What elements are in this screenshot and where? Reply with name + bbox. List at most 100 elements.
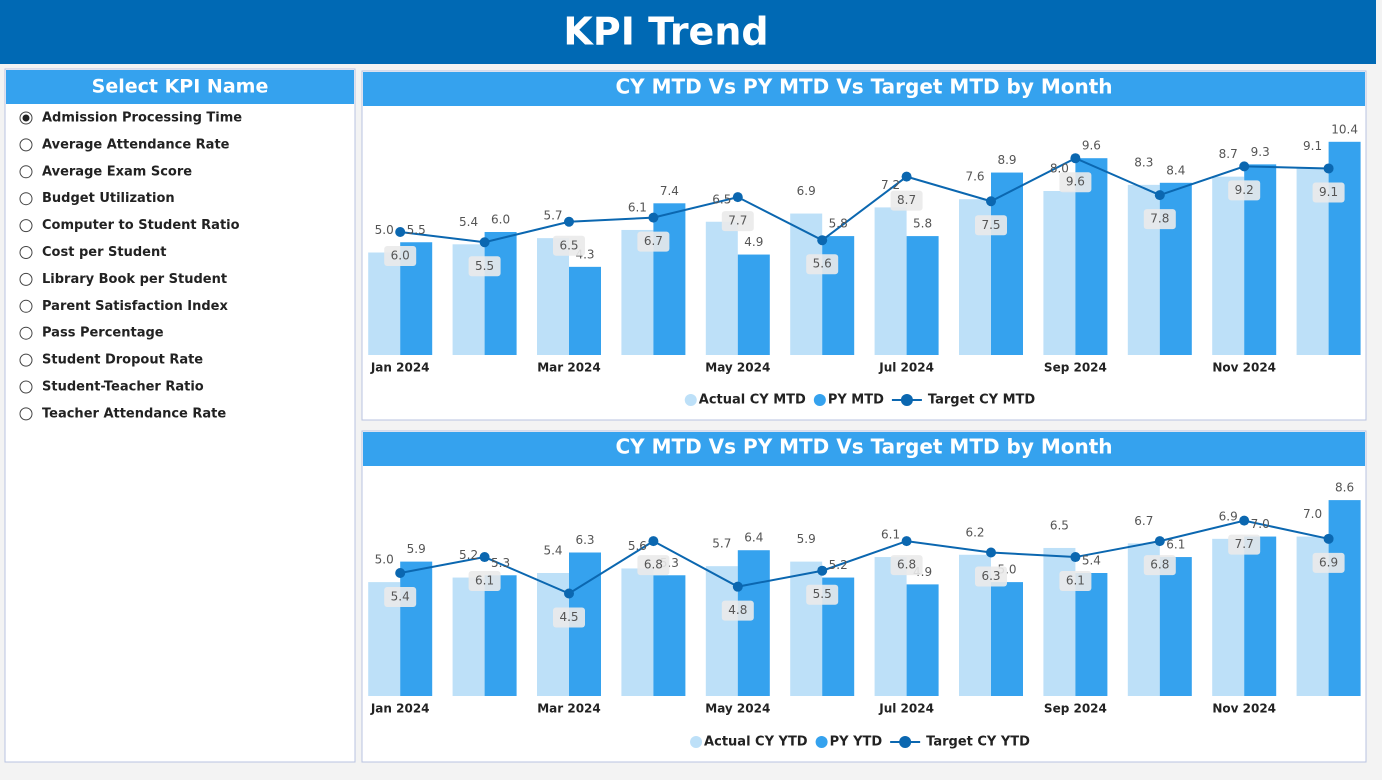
line-point	[564, 216, 574, 227]
radio-button[interactable]	[19, 219, 33, 233]
slicer-item-label[interactable]: Average Attendance Rate	[42, 137, 230, 152]
data-label-box	[637, 231, 670, 252]
data-label: 6.3	[575, 533, 594, 547]
data-label: 5.0	[375, 223, 394, 237]
slicer-item-label[interactable]: Student-Teacher Ratio	[42, 380, 204, 395]
radio-button[interactable]	[19, 326, 33, 340]
data-label-box	[384, 587, 417, 607]
slicer-item[interactable]: Parent Satisfaction Index	[19, 299, 228, 314]
data-label: 6.5	[1050, 518, 1069, 532]
bar	[1159, 557, 1192, 696]
bar	[1159, 182, 1192, 355]
data-label-box	[721, 600, 754, 621]
bar	[991, 172, 1023, 355]
bar	[537, 573, 569, 696]
x-tick-label: May 2024	[705, 361, 770, 375]
data-label: 6.8	[1150, 558, 1169, 572]
slicer-item[interactable]: Library Book per Student	[19, 272, 227, 287]
data-label: 6.9	[797, 184, 816, 198]
bar	[653, 203, 686, 355]
line-point	[395, 227, 406, 237]
radio-button[interactable]	[19, 299, 33, 313]
slicer-item-label[interactable]: Library Book per Student	[42, 272, 227, 287]
bar	[452, 577, 485, 696]
data-label-box	[553, 607, 585, 628]
data-label: 8.0	[1050, 162, 1069, 176]
data-label: 5.6	[628, 539, 647, 553]
data-label: 6.1	[475, 574, 494, 588]
data-label-box	[890, 190, 923, 211]
radio-button[interactable]	[19, 380, 33, 394]
slicer-item[interactable]: Budget Utilization	[19, 191, 175, 206]
slicer-item-label[interactable]: Parent Satisfaction Index	[42, 299, 228, 314]
data-label: 10.4	[1331, 122, 1358, 136]
slicer-item-label[interactable]: Student Dropout Rate	[42, 353, 203, 368]
bar	[1328, 500, 1361, 696]
radio-button[interactable]	[19, 138, 33, 152]
data-label: 6.7	[1134, 514, 1153, 528]
charts: CY MTD Vs PY MTD Vs Target MTD by Month J…	[361, 70, 1367, 763]
line-point	[986, 547, 996, 558]
slicer-item[interactable]: Student-Teacher Ratio	[19, 380, 204, 395]
chart-title: CY MTD Vs PY MTD Vs Target MTD by Month	[615, 75, 1112, 99]
bar	[1328, 141, 1361, 355]
slicer-item[interactable]: Pass Percentage	[19, 326, 164, 341]
data-label: 7.0	[1303, 507, 1322, 521]
data-label: 5.0	[375, 553, 394, 567]
slicer-item[interactable]: Cost per Student	[19, 245, 166, 260]
data-label: 7.7	[728, 214, 747, 228]
line-point	[901, 171, 912, 182]
data-label: 5.6	[813, 257, 832, 271]
slicer-header	[6, 70, 354, 104]
bar	[400, 561, 433, 696]
slicer-item-label[interactable]: Pass Percentage	[42, 326, 164, 341]
line-point	[1239, 515, 1250, 526]
slicer-item[interactable]: Teacher Attendance Rate	[19, 406, 226, 421]
data-label: 6.5	[559, 238, 578, 252]
radio-button[interactable]	[19, 165, 33, 179]
slicer-item-label[interactable]: Budget Utilization	[42, 191, 175, 206]
legend-marker	[815, 736, 828, 748]
radio-button[interactable]	[19, 246, 33, 259]
slicer-item[interactable]: Computer to Student Ratio	[19, 218, 240, 233]
slicer-item-label[interactable]: Average Exam Score	[42, 164, 192, 179]
data-label: 9.3	[1251, 145, 1270, 159]
bar	[737, 254, 770, 355]
x-tick-label: Nov 2024	[1212, 361, 1276, 375]
data-label: 6.5	[712, 192, 731, 206]
data-label: 5.5	[813, 587, 832, 601]
data-label: 9.6	[1066, 175, 1085, 189]
data-label: 5.3	[491, 556, 510, 570]
slicer-item-label[interactable]: Cost per Student	[42, 245, 166, 260]
data-label: 5.4	[543, 544, 562, 558]
radio-button[interactable]	[19, 192, 33, 206]
legend-marker	[899, 736, 912, 748]
data-label: 5.7	[543, 209, 562, 223]
chart-header	[363, 432, 1365, 466]
data-label: 4.8	[728, 603, 747, 617]
slicer-item-label[interactable]: Teacher Attendance Rate	[42, 406, 226, 421]
data-label-box	[1228, 180, 1261, 201]
slicer-item[interactable]: Student Dropout Rate	[19, 353, 203, 368]
slicer-item-label[interactable]: Computer to Student Ratio	[42, 218, 240, 233]
slicer-item[interactable]: Admission Processing Time	[19, 111, 242, 126]
x-tick-label: Jan 2024	[370, 361, 430, 375]
data-label: 6.0	[491, 213, 510, 227]
data-label: 9.2	[1235, 183, 1254, 197]
slicer-title: Select KPI Name	[92, 76, 269, 98]
slicer-item[interactable]: Average Attendance Rate	[19, 137, 230, 152]
data-label: 7.8	[1150, 212, 1169, 226]
data-label: 7.4	[660, 184, 679, 198]
data-label-box	[384, 246, 417, 266]
line-point	[901, 536, 912, 547]
radio-button[interactable]	[19, 407, 33, 421]
line	[400, 157, 1329, 244]
slicer-item[interactable]: Average Exam Score	[19, 164, 192, 179]
radio-button[interactable]	[19, 353, 33, 367]
data-label-box	[806, 584, 839, 605]
radio-button[interactable]	[19, 272, 33, 286]
legend-label: Target CY MTD	[928, 393, 1036, 408]
data-label: 6.3	[981, 569, 1000, 583]
slicer-item-label[interactable]: Admission Processing Time	[42, 111, 242, 126]
